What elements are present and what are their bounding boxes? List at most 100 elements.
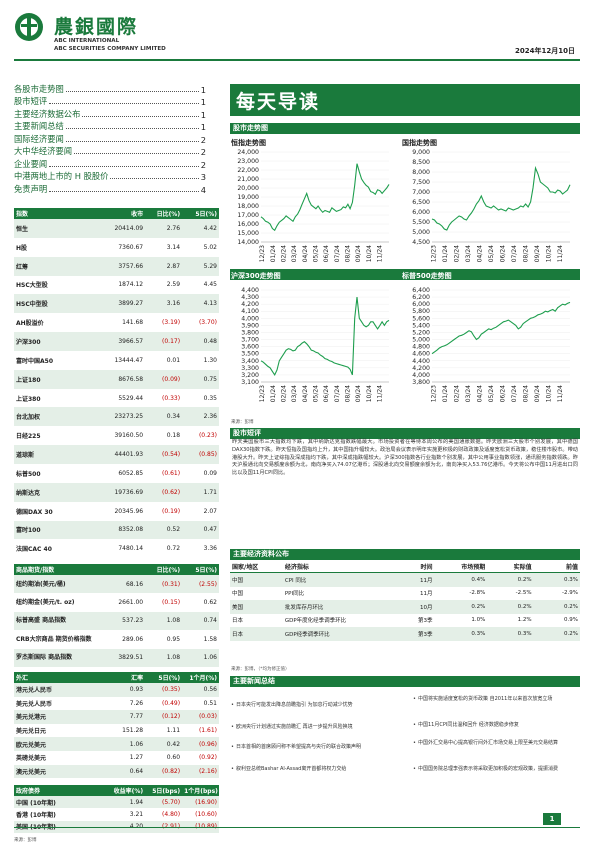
toc-item[interactable]: 主要经济数据公布 1 (14, 107, 206, 120)
y-tick-label: 4,400 (412, 358, 430, 365)
table-cell: (3.70) (198, 319, 217, 327)
news-item[interactable]: 叙利亚总统Bashar Al-Assad离开首都将权力交给 (231, 766, 396, 773)
x-tick-label: 02/24 (281, 245, 288, 262)
chart-csi300: 3,100 3,200 3,300 3,400 3,500 3,600 3,700 3,800… (231, 286, 393, 408)
news-item[interactable]: 中国11月CPI同比温和回升 经济数据稳步修复 (413, 722, 578, 729)
table-cell: 3.14 (166, 243, 181, 251)
toc-item[interactable]: 股市短评 1 (14, 95, 206, 107)
table-row: 纽约期金(美元/t. oz) 2661.00 (0.15) 0.62 (14, 593, 219, 611)
x-tick-label: 04/24 (302, 245, 309, 262)
news-item[interactable]: 中国将实施适度宽松的货币政策 自2011年以来首次放宽立场 (413, 696, 578, 703)
econ-cell: 11月 (384, 572, 435, 587)
table-cell: 3.36 (203, 545, 217, 553)
table-cell: 1874.12 (118, 281, 144, 289)
table-row: 英磅兑美元 1.27 0.60 (0.92) (14, 751, 219, 765)
toc-item[interactable]: 大中华经济要闻 2 (14, 145, 206, 157)
table-cell: 0.18 (166, 432, 181, 440)
toc-item[interactable]: 企业要闻 2 (14, 157, 206, 170)
table-cell: 0.64 (108, 764, 146, 779)
table-header-cell: 指数 (14, 208, 109, 219)
table-row: 日本 GDP年度化经季调季环比 第3季 1.0% 1.2% 0.9% (230, 614, 580, 628)
table-cell: 8352.08 (108, 520, 146, 540)
table-cell: (0.17) (145, 332, 183, 351)
table-cell: 澳元兑美元 (14, 764, 109, 779)
toc-item-label: 大中华经济要闻 (14, 146, 73, 156)
toc-item-label: 主要经济数据公布 (14, 108, 81, 119)
x-tick-label: 08/24 (345, 385, 352, 402)
x-tick-label: 09/24 (534, 245, 541, 262)
y-tick-label: 4,200 (241, 301, 259, 308)
x-tick-label: 04/24 (302, 385, 309, 402)
table-row: H股 7360.67 3.14 5.02 (14, 238, 219, 257)
y-tick-label: 19,000 (237, 194, 259, 201)
x-tick-label: 09/24 (534, 385, 541, 402)
news-item[interactable]: 中国国务院总理李强表示将采取更加积极的宏观政策，提振消费 (413, 766, 578, 773)
chart-title-spx: 标普500走势图 (402, 272, 452, 280)
table-cell: 151.28 (122, 727, 144, 735)
toc-item[interactable]: 主要新闻总结 1 (14, 120, 206, 132)
news-item[interactable]: 日本首相的首席顾问称不希望提高与央行的联合政策声明 (231, 744, 396, 751)
table-cell: 美元兑港元 (14, 710, 109, 724)
table-row: 欧元兑美元 1.06 0.42 (0.96) (14, 737, 219, 751)
table-row: 富时中国A50 13444.47 0.01 1.30 (14, 351, 219, 370)
econ-cell: -2.5% (515, 590, 532, 597)
x-tick-label: 05/24 (488, 245, 495, 262)
table-cell: 289.06 (122, 635, 144, 643)
x-tick-label: 03/24 (465, 385, 472, 402)
news-item[interactable]: 日本央行可能发出降息前瞻指引 为加息行动减少忧势 (231, 702, 396, 709)
news-item[interactable]: 中国外汇交易中心提高银行间外汇市场交易上限至美元交易结算 (413, 740, 578, 747)
toc-item-page: 2 (200, 134, 206, 145)
table-cell: 纽约期金(美元/t. oz) (16, 599, 75, 607)
toc-item[interactable]: 各股市走势图 1 (14, 82, 206, 95)
toc-item[interactable]: 中港两地上市的 H 股股价 3 (14, 170, 206, 182)
table-cell: 0.34 (145, 407, 183, 427)
y-tick-label: 7,500 (412, 179, 430, 186)
page-number: 1 (543, 813, 561, 825)
table-row: 标普500 6052.85 (0.61) 0.09 (14, 464, 219, 483)
table-row: 红筹 3757.66 2.87 5.29 (14, 256, 219, 276)
table-cell: 6052.85 (118, 469, 144, 477)
x-tick-label: 08/24 (345, 245, 352, 262)
toc-item-page: 1 (200, 109, 206, 120)
toc-item[interactable]: 免责声明 4 (14, 182, 206, 195)
y-tick-label: 23,000 (237, 158, 259, 165)
table-cell: (0.54) (145, 445, 183, 464)
y-tick-label: 4,300 (241, 294, 259, 301)
market-comment-text: 昨天美国股市三大指数均下跌，其中纳斯达克指数跌幅最大。市场投资者在等待本周公布的… (232, 439, 578, 477)
table-cell: 0.75 (182, 369, 219, 389)
table-row: 富时100 8352.08 0.52 0.47 (14, 520, 219, 540)
y-tick-label: 6,000 (412, 209, 430, 216)
y-tick-label: 21,000 (237, 176, 259, 183)
table-cell: (0.15) (162, 599, 181, 607)
table-row: 纽约期油(美元/桶) 68.16 (0.31) (2.55) (14, 575, 219, 594)
table-row: 美元兑日元 151.28 1.11 (1.61) (14, 724, 219, 738)
toc-item-label: 中港两地上市的 H 股股价 (14, 171, 109, 181)
y-tick-label: 4,600 (412, 351, 430, 358)
table-row: 日本 GDP经季调季环比 第3季 0.3% 0.3% 0.2% (230, 627, 580, 641)
chart-title-hsi: 恒指走势图 (231, 139, 266, 147)
table-cell: AH股溢价 (16, 320, 44, 328)
y-tick-label: 20,000 (237, 185, 259, 192)
table-cell: HSC大型股 (16, 282, 48, 290)
econ-cell: 0.3% (434, 627, 488, 641)
table-cell: 1.08 (145, 611, 183, 631)
table-cell: 0.01 (166, 356, 181, 364)
toc-item[interactable]: 国际经济要闻 2 (14, 132, 206, 145)
table-cell: 20414.09 (108, 219, 146, 238)
table-cell: 2.36 (182, 407, 219, 427)
table-cell: 3757.66 (108, 256, 146, 276)
table-cell: 红筹 (14, 256, 109, 276)
table-cell: (0.23) (198, 432, 217, 440)
news-item[interactable]: 欧洲央行计划通过实施前瞻汇 再进一步提升风险换境 (231, 724, 396, 731)
toc-item-label: 国际经济要闻 (14, 133, 64, 144)
y-tick-label: 5,400 (412, 322, 430, 329)
econ-cell: 美国 (230, 600, 283, 614)
footer-divider (14, 827, 580, 828)
table-cell: 1.30 (203, 356, 217, 364)
econ-cell: 中国 (232, 591, 244, 598)
table-cell: CRB大宗商品 期货价格指数 (16, 635, 92, 643)
chart-svg: 3,8004,0004,2004,4004,6004,8005,0005,200… (412, 287, 571, 402)
table-row: HSC中型股 3899.27 3.16 4.13 (14, 294, 219, 314)
toc-item-page: 2 (200, 159, 206, 170)
y-tick-label: 3,800 (412, 379, 430, 386)
